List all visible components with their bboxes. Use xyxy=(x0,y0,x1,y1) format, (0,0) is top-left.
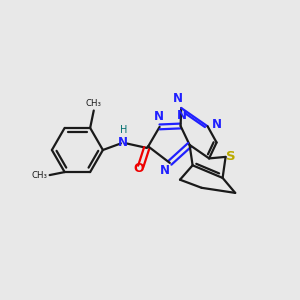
Text: CH₃: CH₃ xyxy=(31,171,47,180)
Text: S: S xyxy=(226,150,236,163)
Text: N: N xyxy=(159,164,170,177)
Text: H: H xyxy=(120,125,127,135)
Text: N: N xyxy=(153,110,164,123)
Text: N: N xyxy=(212,118,222,131)
Text: O: O xyxy=(134,162,144,176)
Text: CH₃: CH₃ xyxy=(86,98,102,107)
Text: N: N xyxy=(118,136,128,149)
Text: N: N xyxy=(172,92,183,105)
Text: N: N xyxy=(177,110,187,122)
